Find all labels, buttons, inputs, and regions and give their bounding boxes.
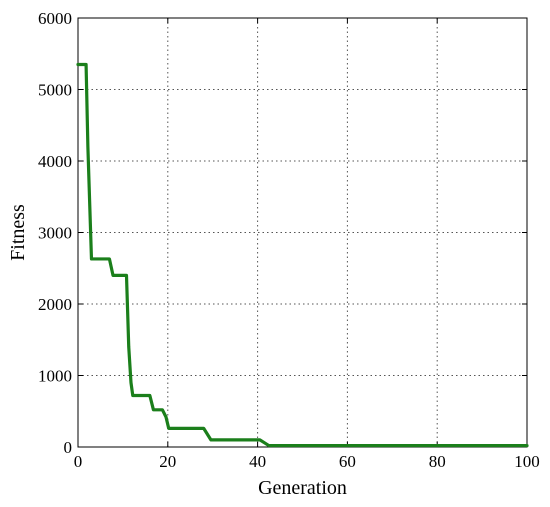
- x-tick-label: 40: [249, 452, 266, 471]
- y-axis-title: Fitness: [7, 204, 29, 261]
- x-axis-tick-labels: 0 20 40 60 80 100: [74, 452, 540, 471]
- grid: [78, 18, 527, 447]
- y-tick-label: 4000: [38, 152, 72, 171]
- x-tick-label: 20: [159, 452, 176, 471]
- y-tick-label: 2000: [38, 295, 72, 314]
- fitness-series-line: [76, 62, 529, 448]
- x-axis-title: Generation: [258, 477, 347, 499]
- x-tick-label: 60: [339, 452, 356, 471]
- x-tick-label: 100: [514, 452, 540, 471]
- x-tick-label: 80: [429, 452, 446, 471]
- y-axis-tick-labels: 0 1000 2000 3000 4000 5000 6000: [38, 9, 72, 457]
- x-tick-label: 0: [74, 452, 83, 471]
- plot-frame: [77, 17, 528, 448]
- y-tick-label: 1000: [38, 367, 72, 386]
- y-tick-label: 3000: [38, 224, 72, 243]
- series-group: [76, 62, 529, 448]
- y-tick-label: 0: [64, 438, 73, 457]
- axis-ticks: [77, 17, 528, 448]
- y-tick-label: 6000: [38, 9, 72, 28]
- y-tick-label: 5000: [38, 81, 72, 100]
